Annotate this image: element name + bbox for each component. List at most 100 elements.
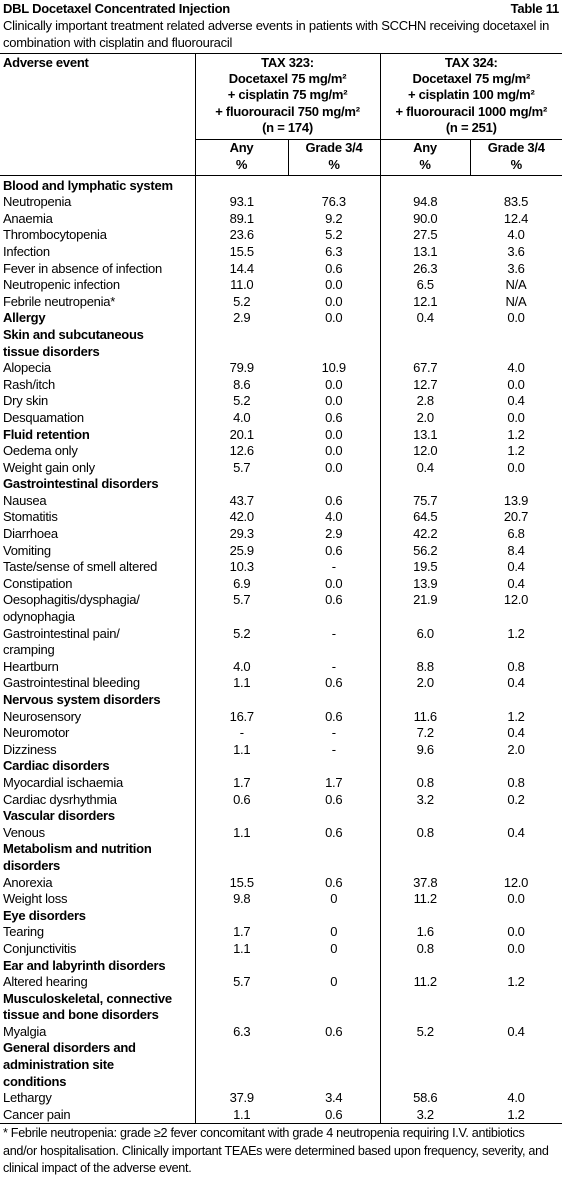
group-header: TAX 323: Docetaxel 75 mg/m² + cisplatin 75… xyxy=(195,53,380,141)
subheader: Any% xyxy=(194,139,288,176)
cell: 5.2 xyxy=(195,294,288,311)
text: 20.1 xyxy=(229,426,255,442)
row-label: Alopecia xyxy=(0,360,196,377)
cell: 13.1 xyxy=(379,243,470,261)
text: Ear and labyrinth disorders xyxy=(3,957,166,973)
text: 1.1 xyxy=(233,741,251,757)
text: 0.8 xyxy=(416,940,435,956)
row-label: Heartburn xyxy=(0,658,196,676)
text: 0.6 xyxy=(325,1023,343,1039)
text: - xyxy=(331,658,336,674)
text: - xyxy=(331,741,336,757)
cell: 0.4 xyxy=(470,725,562,742)
text: - xyxy=(239,725,244,741)
cell xyxy=(195,692,288,709)
text: 6.3 xyxy=(325,243,343,259)
text: Nausea xyxy=(3,492,47,508)
text: 0.6 xyxy=(325,592,343,608)
text: 93.1 xyxy=(229,194,255,210)
text: 8.6 xyxy=(233,376,251,392)
text: 0.6 xyxy=(325,824,343,840)
text: 79.9 xyxy=(229,360,255,376)
text: 0.6 xyxy=(325,542,343,558)
text: 37.8 xyxy=(413,874,438,890)
title: DBL Docetaxel Concentrated Injection xyxy=(3,1,230,16)
cell xyxy=(379,758,470,775)
text: 0.0 xyxy=(507,924,525,940)
cell: 1.2 xyxy=(470,427,562,444)
text: Fever in absence of infection xyxy=(3,260,162,276)
cell: 3.6 xyxy=(470,244,562,261)
table: Adverse event TAX 323: Docetaxel 75 mg/m² +… xyxy=(0,53,562,1125)
row-label: Nausea xyxy=(0,492,196,510)
text: 0 xyxy=(330,924,338,940)
text: 0 xyxy=(330,891,338,907)
cell: 0.4 xyxy=(379,459,470,477)
cell: 0.0 xyxy=(288,576,380,593)
cell: 1.7 xyxy=(288,775,380,792)
cell: 11.0 xyxy=(195,277,288,294)
text-line: Any xyxy=(229,140,254,156)
data-row: Thrombocytopenia 23.6 5.2 27.5 4.0 xyxy=(0,227,562,244)
cell xyxy=(470,1040,562,1090)
cell xyxy=(379,692,470,709)
text-line: Any xyxy=(413,140,437,156)
cell xyxy=(195,808,288,825)
text: - xyxy=(331,625,336,641)
text: 1.2 xyxy=(507,1106,525,1122)
text: Altered hearing xyxy=(3,974,88,990)
cell: 10.3 xyxy=(195,559,288,576)
text: Diarrhoea xyxy=(3,526,58,542)
text: 12.6 xyxy=(229,443,255,459)
row-label: Constipation xyxy=(0,575,196,593)
row-label: Gastrointestinal pain/cramping xyxy=(0,625,196,659)
text: Gastrointestinal disorders xyxy=(3,476,159,492)
cell xyxy=(288,327,380,360)
text: Neurosensory xyxy=(3,708,81,724)
cell: 0 xyxy=(288,974,380,991)
text: 13.9 xyxy=(503,492,529,508)
cell: - xyxy=(288,659,380,676)
footnote: * Febrile neutropenia: grade ≥2 fever co… xyxy=(3,1126,549,1176)
text: 2.0 xyxy=(416,409,435,425)
text: 1.1 xyxy=(233,675,251,691)
cell: 12.6 xyxy=(195,443,288,460)
section-row: Gastrointestinal disorders xyxy=(0,476,562,493)
text: - xyxy=(331,559,336,575)
text: 3.6 xyxy=(507,260,525,276)
cell: 4.0 xyxy=(195,659,288,676)
text: 16.7 xyxy=(229,708,255,724)
text: 5.2 xyxy=(233,625,251,641)
cell: 1.1 xyxy=(195,1107,288,1124)
data-row: Oedema only 12.6 0.0 12.0 1.2 xyxy=(0,443,562,460)
cell: 15.5 xyxy=(195,244,288,261)
text: 0 xyxy=(330,974,338,990)
data-row: Cancer pain 1.1 0.6 3.2 1.2 xyxy=(0,1106,562,1124)
cell xyxy=(379,990,470,1024)
cell xyxy=(288,692,380,709)
text: 90.0 xyxy=(413,210,438,226)
text-line: (n = 251) xyxy=(445,119,497,135)
cell xyxy=(470,991,562,1024)
text: 0.6 xyxy=(325,675,343,691)
cell: 37.9 xyxy=(195,1090,288,1107)
text-line: Oesophagitis/dysphagia/ xyxy=(3,592,140,608)
text-line: General disorders and xyxy=(3,1040,136,1056)
cell: 19.5 xyxy=(379,559,470,576)
data-row: Cardiac dysrhythmia 0.6 0.6 3.2 0.2 xyxy=(0,791,562,809)
text: Conjunctivitis xyxy=(3,940,77,956)
text: 0.0 xyxy=(325,293,343,309)
row-label: Allergy xyxy=(0,310,196,327)
text: 3.2 xyxy=(416,1106,435,1122)
text: 8.4 xyxy=(507,542,525,558)
text: Heartburn xyxy=(3,658,59,674)
cell: 67.7 xyxy=(379,360,470,377)
text: 0.0 xyxy=(325,459,343,475)
text: 19.5 xyxy=(413,559,438,575)
data-row: Fever in absence of infection 14.4 0.6 26.3… xyxy=(0,260,562,278)
text-line: Grade 3/4 xyxy=(305,140,363,156)
text: 6.5 xyxy=(416,277,435,293)
text: 6.0 xyxy=(416,625,435,641)
cell: 75.7 xyxy=(379,492,470,510)
text: 0.4 xyxy=(507,824,525,840)
